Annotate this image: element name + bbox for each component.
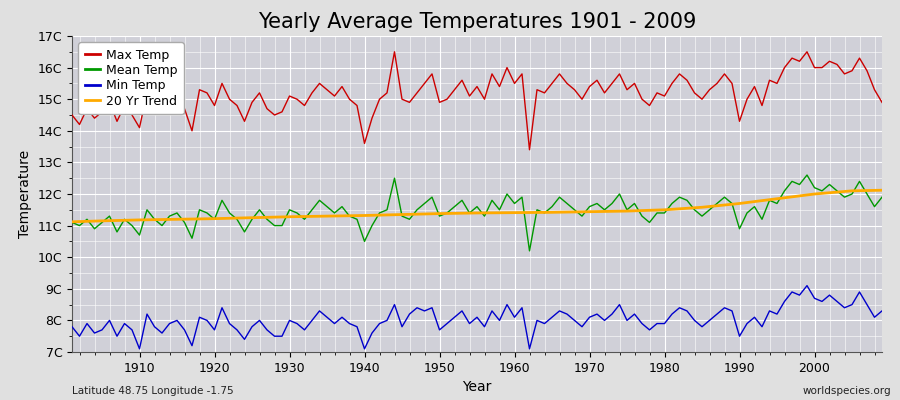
- X-axis label: Year: Year: [463, 380, 491, 394]
- Text: worldspecies.org: worldspecies.org: [803, 386, 891, 396]
- Text: Latitude 48.75 Longitude -1.75: Latitude 48.75 Longitude -1.75: [72, 386, 234, 396]
- Title: Yearly Average Temperatures 1901 - 2009: Yearly Average Temperatures 1901 - 2009: [257, 12, 697, 32]
- Legend: Max Temp, Mean Temp, Min Temp, 20 Yr Trend: Max Temp, Mean Temp, Min Temp, 20 Yr Tre…: [78, 42, 184, 114]
- Y-axis label: Temperature: Temperature: [18, 150, 32, 238]
